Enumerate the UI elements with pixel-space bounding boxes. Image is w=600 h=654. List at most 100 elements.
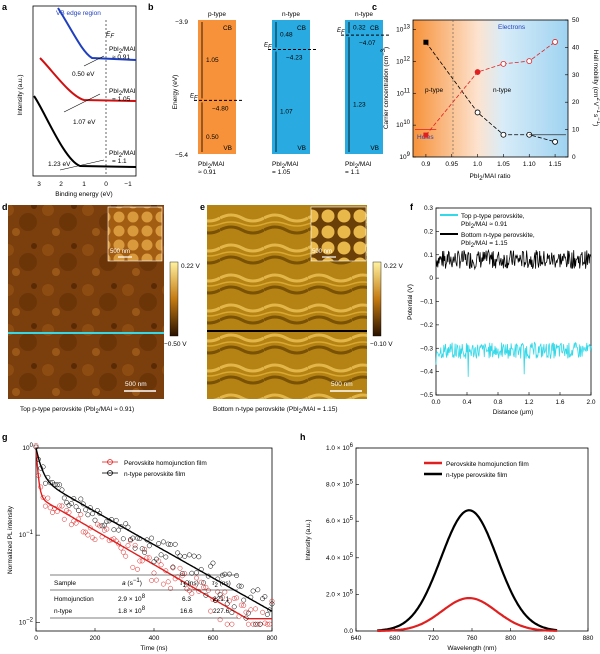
g-homojunction-point (224, 621, 230, 627)
g-ntype-point (241, 597, 247, 603)
ef-value: −4.23 (286, 54, 303, 61)
h-xtick: 720 (428, 635, 439, 642)
c-yrtick: 20 (572, 99, 580, 106)
g-ntype-point (83, 507, 89, 513)
g-ntype-point (175, 550, 181, 556)
vb-label: VB (223, 145, 232, 152)
c-mobility-point (552, 39, 558, 45)
c-yrtick: 40 (572, 44, 580, 51)
g-xtick: 200 (90, 635, 101, 642)
a-xtick: −1 (124, 181, 132, 188)
c-carrier-point (500, 131, 507, 138)
a-fit-line (83, 55, 105, 67)
band-column (198, 20, 236, 154)
f-xtick: 1.2 (524, 399, 533, 406)
c-xtick: 0.9 (421, 161, 430, 168)
cb-label: CB (370, 25, 379, 32)
table-header: τ2 (ns) (212, 580, 231, 589)
g-homojunction-point (269, 598, 275, 604)
cb-gap: 0.32 (353, 25, 366, 32)
c-yltick-base: 10 (397, 90, 405, 97)
g-xtick: 800 (267, 635, 278, 642)
h-ytick-exp: 5 (350, 480, 354, 486)
c-carrier-point (474, 109, 481, 116)
vb-gap: 1.07 (280, 109, 293, 116)
h-xtick: 640 (351, 635, 362, 642)
h-ytick-base: 8.0 × 10 (326, 482, 350, 489)
table-cell: 221.1 (213, 596, 230, 603)
table-cell: 2.9 × 108 (118, 594, 146, 603)
panel-f: f Potential (V) Distance (μm) Top p-type… (407, 202, 596, 416)
f-legend-1: Top p-type perovskite, (461, 213, 525, 220)
g-homojunction-point (66, 509, 72, 515)
g-ntype-point (238, 583, 244, 589)
c-yltick-exp: 10 (403, 120, 410, 126)
c-ylabel-left: Carrier concentration (cm−3) (381, 47, 390, 129)
g-homojunction-point (146, 555, 152, 561)
g-homojunction-point (255, 621, 261, 627)
cb-gap: 0.48 (280, 32, 293, 39)
g-ytick-exp: −2 (26, 617, 34, 623)
a-x-ticks: 3 2 1 0 −1 (37, 181, 132, 188)
h-xtick: 840 (544, 635, 555, 642)
g-ntype-point (61, 495, 67, 501)
g-ntype-point (264, 612, 270, 617)
panel-e: e 500 nm 500 nm 0.22 V −0.10 V Bottom n-… (200, 202, 403, 415)
panel-label-h: h (300, 432, 306, 442)
c-mobility-point (423, 132, 429, 138)
h-ytick: 0.0 (344, 628, 353, 635)
g-homojunction-point (85, 532, 91, 538)
table-cell: 6.3 (182, 596, 191, 603)
f-ylabel: Potential (V) (407, 284, 414, 320)
c-series (415, 39, 566, 145)
g-homojunction-point (262, 620, 268, 626)
g-ntype-point (42, 480, 48, 486)
panel-g: g Normalized PL intensity Time (ns) 1001… (2, 432, 278, 652)
g-homojunction-point (137, 558, 143, 564)
c-mobility-point (500, 60, 507, 67)
g-homojunction-point (205, 587, 211, 593)
g-ntype-point (194, 570, 199, 576)
panel-label-b: b (148, 2, 154, 12)
f-trace-bottom-ntype (435, 248, 592, 271)
h-ytick-exp: 5 (350, 516, 354, 522)
column-label-value: ≈ 0.91 (198, 169, 216, 176)
g-homojunction-point (253, 606, 258, 612)
g-ytick-base: 10 (19, 532, 27, 539)
g-homojunction-point (217, 617, 223, 623)
c-yltick-exp: 13 (403, 25, 410, 31)
g-ytick: 10−2 (19, 617, 34, 626)
table-cell: 16.6 (180, 608, 193, 615)
column-label: PbI2/MAI (198, 161, 225, 170)
panel-label-g: g (2, 432, 8, 442)
f-legend-1b: PbI2/MAI ≈ 0.91 (461, 221, 508, 230)
g-table: Sample a (s−1) τ1 (ns) τ2 (ns) Homojunct… (50, 574, 238, 619)
g-homojunction-point (241, 603, 247, 608)
panel-label-a: a (2, 2, 8, 12)
g-ntype-fit (35, 447, 273, 612)
g-ntype-point (132, 545, 138, 551)
g-ntype-point (123, 521, 129, 527)
vb-gap: 1.23 (353, 102, 366, 109)
f-xtick: 0.8 (493, 399, 502, 406)
f-xtick: 1.6 (555, 399, 564, 406)
a-fit-line (59, 159, 105, 171)
ef-symbol: EF (264, 42, 272, 50)
g-ntype-point (156, 541, 162, 546)
table-header: τ1 (ns) (180, 580, 199, 589)
g-ntype-point (177, 553, 183, 559)
g-ntype-point (179, 571, 185, 576)
a-energy-1: 1.07 eV (73, 119, 96, 126)
g-ytick-exp: 0 (30, 443, 34, 449)
vb-label: VB (297, 145, 306, 152)
c-yltick-base: 10 (399, 154, 407, 161)
inset-scale-e: 500 nm (312, 249, 332, 255)
g-ntype-point (168, 542, 173, 548)
g-homojunction-point (68, 522, 74, 528)
g-homojunction-point (158, 562, 164, 568)
g-homojunction-point (97, 523, 103, 529)
a-legend-1b: = 1.05 (112, 96, 131, 103)
b-ylabel: Energy (eV) (172, 75, 179, 110)
cmax-d: 0.22 V (181, 263, 200, 270)
